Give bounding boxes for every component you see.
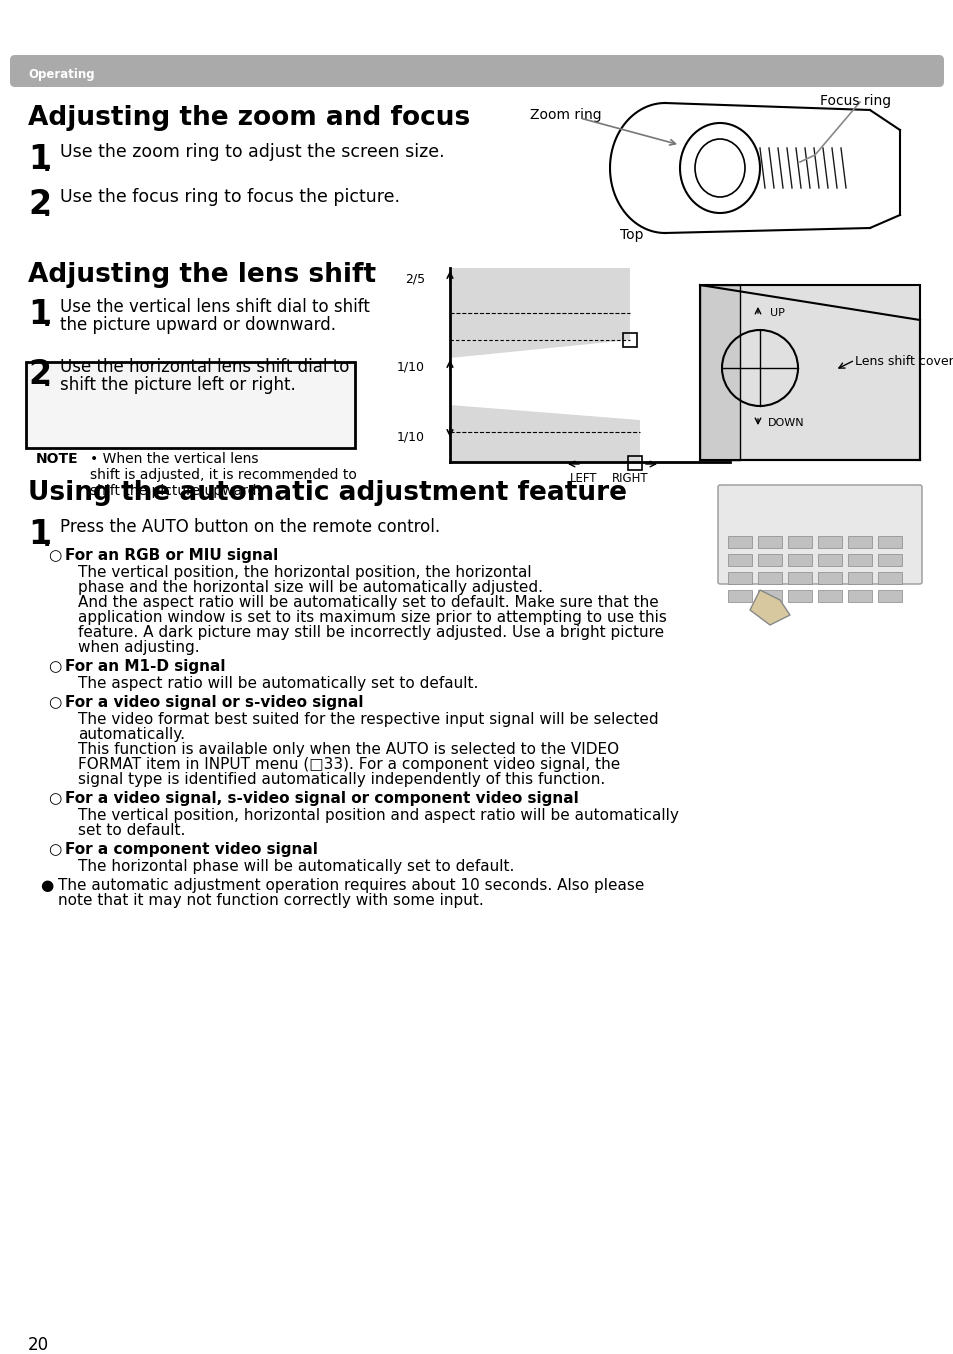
Text: For an RGB or MIU signal: For an RGB or MIU signal bbox=[65, 548, 278, 563]
Text: The video format best suited for the respective input signal will be selected: The video format best suited for the res… bbox=[78, 712, 658, 727]
Text: ○: ○ bbox=[48, 695, 61, 709]
Text: ○: ○ bbox=[48, 791, 61, 806]
Text: LEFT: LEFT bbox=[569, 473, 597, 485]
Text: DOWN: DOWN bbox=[767, 418, 803, 428]
Bar bbox=[787, 554, 811, 566]
Bar bbox=[847, 554, 871, 566]
Text: ○: ○ bbox=[48, 548, 61, 563]
Text: Zoom ring: Zoom ring bbox=[530, 108, 601, 122]
Text: set to default.: set to default. bbox=[78, 823, 185, 838]
Bar bbox=[847, 571, 871, 584]
Text: This function is available only when the AUTO is selected to the VIDEO: This function is available only when the… bbox=[78, 742, 618, 757]
Text: The vertical position, horizontal position and aspect ratio will be automaticall: The vertical position, horizontal positi… bbox=[78, 808, 679, 823]
Text: Adjusting the lens shift: Adjusting the lens shift bbox=[28, 263, 375, 288]
Bar bbox=[817, 554, 841, 566]
Text: shift the picture upward.: shift the picture upward. bbox=[90, 483, 260, 498]
Text: shift the picture left or right.: shift the picture left or right. bbox=[60, 376, 295, 394]
Text: Focus ring: Focus ring bbox=[820, 93, 890, 108]
Text: .: . bbox=[43, 200, 51, 219]
Bar bbox=[877, 590, 901, 603]
Bar bbox=[787, 536, 811, 548]
Bar bbox=[700, 284, 919, 460]
Text: The aspect ratio will be automatically set to default.: The aspect ratio will be automatically s… bbox=[78, 676, 477, 691]
Bar bbox=[700, 284, 740, 460]
Text: automatically.: automatically. bbox=[78, 727, 185, 742]
Polygon shape bbox=[749, 590, 789, 626]
Text: 1: 1 bbox=[28, 519, 51, 551]
Text: Press the AUTO button on the remote control.: Press the AUTO button on the remote cont… bbox=[60, 519, 439, 536]
Polygon shape bbox=[450, 268, 629, 357]
Text: feature. A dark picture may still be incorrectly adjusted. Use a bright picture: feature. A dark picture may still be inc… bbox=[78, 626, 663, 640]
Text: 1/10: 1/10 bbox=[396, 360, 424, 372]
Text: Operating: Operating bbox=[28, 68, 94, 81]
Text: 2: 2 bbox=[28, 357, 51, 391]
FancyBboxPatch shape bbox=[10, 56, 943, 87]
Text: NOTE: NOTE bbox=[36, 452, 78, 466]
Text: shift is adjusted, it is recommended to: shift is adjusted, it is recommended to bbox=[90, 468, 356, 482]
Bar bbox=[817, 590, 841, 603]
Bar bbox=[758, 536, 781, 548]
Text: 2: 2 bbox=[28, 188, 51, 221]
Text: The automatic adjustment operation requires about 10 seconds. Also please: The automatic adjustment operation requi… bbox=[58, 877, 643, 894]
Text: application window is set to its maximum size prior to attempting to use this: application window is set to its maximum… bbox=[78, 611, 666, 626]
Text: 1: 1 bbox=[28, 298, 51, 330]
Text: signal type is identified automatically independently of this function.: signal type is identified automatically … bbox=[78, 772, 604, 787]
Text: FORMAT item in INPUT menu (□33). For a component video signal, the: FORMAT item in INPUT menu (□33). For a c… bbox=[78, 757, 619, 772]
Text: Use the horizontal lens shift dial to: Use the horizontal lens shift dial to bbox=[60, 357, 349, 376]
Text: For a component video signal: For a component video signal bbox=[65, 842, 317, 857]
Text: 1/10: 1/10 bbox=[396, 431, 424, 443]
Bar bbox=[787, 571, 811, 584]
Bar bbox=[727, 536, 751, 548]
Text: The vertical position, the horizontal position, the horizontal: The vertical position, the horizontal po… bbox=[78, 565, 531, 580]
Bar bbox=[622, 333, 637, 347]
Text: ●: ● bbox=[40, 877, 53, 894]
Text: For a video signal, s-video signal or component video signal: For a video signal, s-video signal or co… bbox=[65, 791, 578, 806]
Text: And the aspect ratio will be automatically set to default. Make sure that the: And the aspect ratio will be automatical… bbox=[78, 594, 659, 611]
Text: Use the vertical lens shift dial to shift: Use the vertical lens shift dial to shif… bbox=[60, 298, 370, 315]
Text: 1: 1 bbox=[28, 144, 51, 176]
Bar bbox=[847, 536, 871, 548]
Text: .: . bbox=[43, 529, 51, 550]
Text: 20: 20 bbox=[28, 1336, 49, 1354]
Text: .: . bbox=[43, 154, 51, 175]
Text: For a video signal or s-video signal: For a video signal or s-video signal bbox=[65, 695, 363, 709]
Bar bbox=[877, 571, 901, 584]
Text: Lens shift cover: Lens shift cover bbox=[854, 355, 953, 368]
Bar bbox=[627, 456, 641, 470]
Text: Use the focus ring to focus the picture.: Use the focus ring to focus the picture. bbox=[60, 188, 399, 206]
Text: UP: UP bbox=[769, 307, 784, 318]
Bar bbox=[817, 536, 841, 548]
Text: For an M1-D signal: For an M1-D signal bbox=[65, 659, 225, 674]
Bar bbox=[758, 590, 781, 603]
Bar bbox=[758, 571, 781, 584]
Bar bbox=[727, 590, 751, 603]
Text: the picture upward or downward.: the picture upward or downward. bbox=[60, 315, 335, 334]
Text: phase and the horizontal size will be automatically adjusted.: phase and the horizontal size will be au… bbox=[78, 580, 542, 594]
Polygon shape bbox=[450, 405, 639, 462]
Text: Top: Top bbox=[619, 227, 643, 242]
Bar bbox=[727, 554, 751, 566]
Text: when adjusting.: when adjusting. bbox=[78, 640, 199, 655]
Bar bbox=[877, 554, 901, 566]
Bar bbox=[787, 590, 811, 603]
Text: RIGHT: RIGHT bbox=[612, 473, 648, 485]
Bar bbox=[758, 554, 781, 566]
Text: ○: ○ bbox=[48, 659, 61, 674]
FancyBboxPatch shape bbox=[26, 362, 355, 448]
Bar bbox=[817, 571, 841, 584]
Text: • When the vertical lens: • When the vertical lens bbox=[90, 452, 258, 466]
Text: Use the zoom ring to adjust the screen size.: Use the zoom ring to adjust the screen s… bbox=[60, 144, 444, 161]
Text: .: . bbox=[43, 370, 51, 390]
FancyBboxPatch shape bbox=[718, 485, 921, 584]
Bar bbox=[847, 590, 871, 603]
Text: Using the automatic adjustment feature: Using the automatic adjustment feature bbox=[28, 481, 626, 506]
Text: 2/5: 2/5 bbox=[404, 272, 424, 284]
Text: .: . bbox=[43, 310, 51, 330]
Text: Adjusting the zoom and focus: Adjusting the zoom and focus bbox=[28, 106, 470, 131]
Text: The horizontal phase will be automatically set to default.: The horizontal phase will be automatical… bbox=[78, 858, 514, 873]
Bar bbox=[727, 571, 751, 584]
Text: note that it may not function correctly with some input.: note that it may not function correctly … bbox=[58, 894, 483, 909]
Text: ○: ○ bbox=[48, 842, 61, 857]
Bar bbox=[877, 536, 901, 548]
